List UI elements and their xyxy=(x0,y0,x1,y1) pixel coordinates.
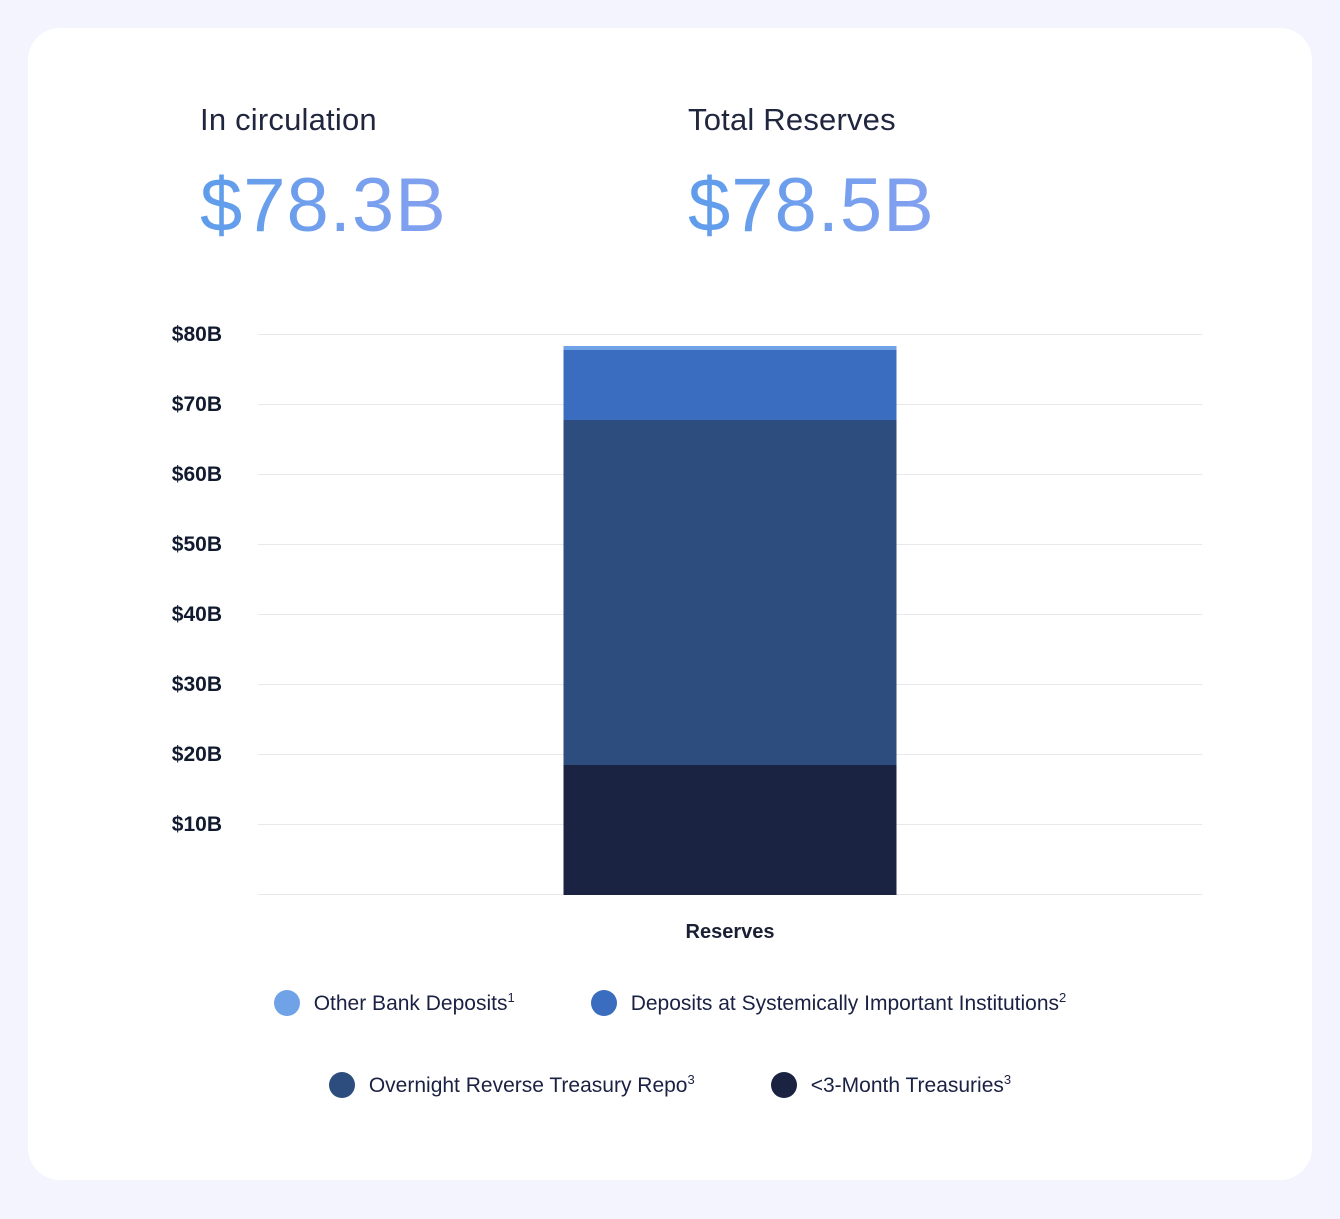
legend-row-2: Overnight Reverse Treasury Repo3 <3-Mont… xyxy=(328,1072,1012,1098)
legend-label: <3-Month Treasuries3 xyxy=(810,1072,1012,1097)
reserves-card: In circulation $78.3B Total Reserves $78… xyxy=(28,28,1312,1180)
legend-item-deposits-sii: Deposits at Systemically Important Insti… xyxy=(590,990,1067,1016)
legend-swatch-overnight-repo xyxy=(328,1072,355,1098)
legend-row-1: Other Bank Deposits1 Deposits at Systemi… xyxy=(273,990,1067,1016)
in-circulation-label: In circulation xyxy=(200,102,377,137)
bar-segment xyxy=(563,764,897,895)
chart-plot-area xyxy=(258,334,1202,895)
in-circulation-value: $78.3B xyxy=(200,162,688,249)
legend-item-other-bank-deposits: Other Bank Deposits1 xyxy=(273,990,515,1016)
bar-segment xyxy=(563,345,897,351)
bar-segment xyxy=(563,350,897,420)
y-tick-label: $20B xyxy=(171,743,222,766)
legend-label: Other Bank Deposits1 xyxy=(313,990,515,1015)
legend-item-overnight-repo: Overnight Reverse Treasury Repo3 xyxy=(328,1072,695,1098)
legend-swatch-deposits-sii xyxy=(590,990,617,1016)
y-tick-label: $30B xyxy=(171,673,222,696)
stats-header: In circulation $78.3B Total Reserves $78… xyxy=(28,28,1312,249)
legend-swatch-3-month-treasuries xyxy=(770,1072,797,1098)
total-reserves-value: $78.5B xyxy=(688,162,1176,249)
legend-swatch-other-bank-deposits xyxy=(273,990,300,1016)
y-tick-label: $10B xyxy=(171,813,222,836)
chart-legend: Other Bank Deposits1 Deposits at Systemi… xyxy=(28,990,1312,1098)
stat-in-circulation: In circulation $78.3B xyxy=(200,102,688,249)
reserves-chart: $80B $70B $60B $50B $40B $30B $20B $10B xyxy=(28,323,1202,895)
legend-label: Overnight Reverse Treasury Repo3 xyxy=(368,1072,695,1097)
stat-total-reserves: Total Reserves $78.5B xyxy=(688,102,1176,249)
y-tick-label: $50B xyxy=(171,533,222,556)
legend-label: Deposits at Systemically Important Insti… xyxy=(630,990,1067,1015)
y-axis-labels: $80B $70B $60B $50B $40B $30B $20B $10B xyxy=(28,323,258,895)
stacked-bar xyxy=(563,335,897,895)
bar-segment xyxy=(563,419,897,765)
total-reserves-label: Total Reserves xyxy=(688,102,896,137)
y-tick-label: $80B xyxy=(171,323,222,346)
x-axis-label: Reserves xyxy=(685,921,775,943)
legend-item-3-month-treasuries: <3-Month Treasuries3 xyxy=(770,1072,1012,1098)
y-tick-label: $60B xyxy=(171,463,222,486)
y-tick-label: $40B xyxy=(171,603,222,626)
y-tick-label: $70B xyxy=(171,393,222,416)
gridline xyxy=(258,334,1202,335)
